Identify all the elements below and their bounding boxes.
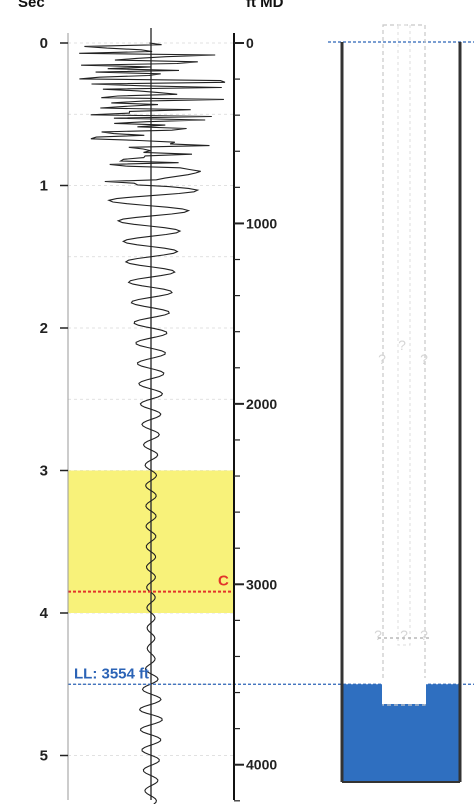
pump-gap	[382, 678, 426, 704]
depth-tick-label: 1000	[246, 215, 277, 231]
wellbore-question-mark: ?	[400, 627, 408, 643]
tubing-outline	[382, 24, 426, 706]
rod-outline	[397, 24, 411, 646]
wellbore-question-mark: ?	[420, 627, 428, 643]
liquid-level-label: LL: 3554 ft	[74, 665, 149, 682]
left-axis-title: Sec	[18, 0, 45, 11]
time-tick-label: 5	[40, 748, 48, 765]
wellbore-question-mark: ?	[420, 351, 428, 367]
time-tick-label: 2	[40, 320, 48, 337]
collar-marker-label: C	[218, 573, 229, 590]
time-tick-label: 1	[40, 178, 48, 195]
time-tick-label: 3	[40, 463, 48, 480]
depth-tick-label: 2000	[246, 396, 277, 412]
wellbore-question-mark: ?	[374, 627, 382, 643]
acoustic-trace	[79, 42, 226, 804]
depth-tick-label: 0	[246, 35, 254, 51]
depth-tick-label: 4000	[246, 757, 277, 773]
wellbore-question-mark: ?	[378, 351, 386, 367]
wellbore-question-mark: ?	[398, 337, 406, 353]
depth-tick-label: 3000	[246, 576, 277, 592]
right-axis-title: ft MD	[246, 0, 284, 11]
time-tick-label: 0	[40, 35, 48, 52]
time-tick-label: 4	[40, 605, 49, 622]
